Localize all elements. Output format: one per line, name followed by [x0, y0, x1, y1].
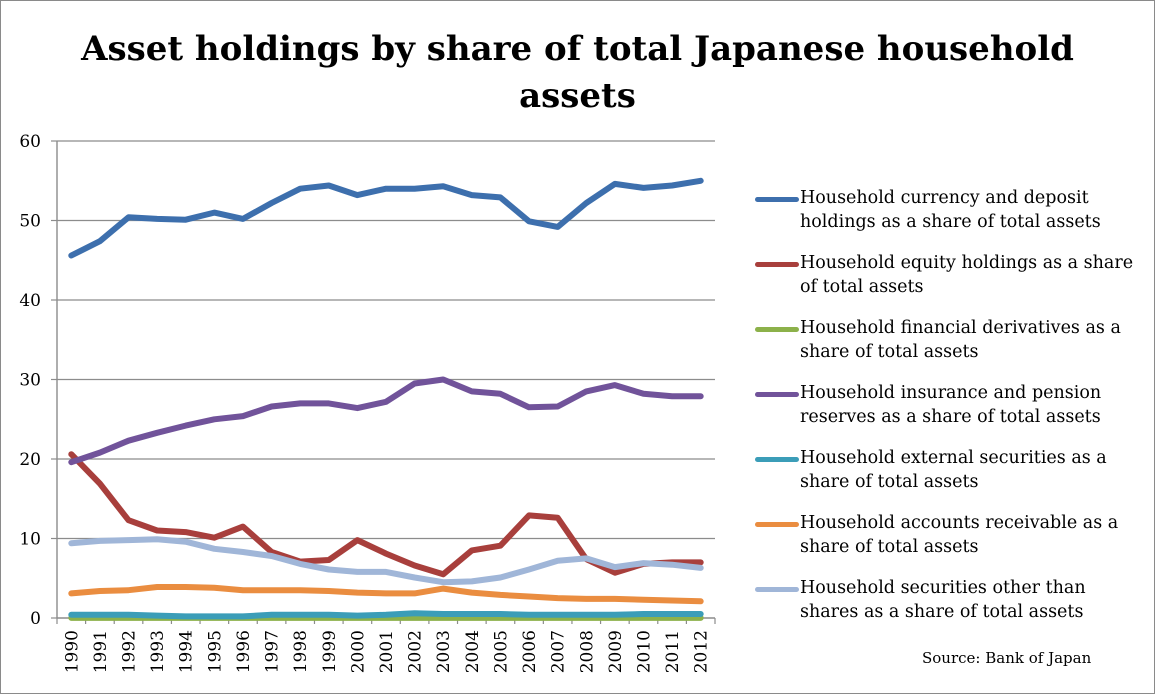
x-tick-label: 1994: [177, 630, 197, 673]
y-tick-label: 60: [19, 132, 41, 152]
x-tick-label: 2003: [434, 630, 454, 673]
legend-item: Household equity holdings as a share of …: [755, 251, 1145, 316]
x-tick-label: 1992: [120, 630, 140, 673]
legend-swatch: [755, 587, 799, 592]
x-tick-label: 2004: [463, 630, 483, 673]
legend-label: Household financial derivatives as a sha…: [800, 318, 1121, 362]
y-tick-label: 50: [19, 212, 41, 232]
legend-item: Household currency and deposit holdings …: [755, 186, 1145, 251]
series-line-7: [68, 536, 704, 586]
legend-swatch: [755, 262, 799, 267]
y-tick-label: 40: [19, 291, 41, 311]
x-tick-label: 2002: [406, 630, 426, 673]
series-line-1: [68, 177, 704, 259]
legend-item: Household insurance and pension reserves…: [755, 381, 1145, 446]
legend-swatch: [755, 392, 799, 397]
x-tick-label: 2012: [692, 630, 712, 673]
x-tick-label: 1997: [263, 630, 283, 673]
legend-item: Household external securities as a share…: [755, 446, 1145, 511]
legend-item: Household accounts receivable as a share…: [755, 511, 1145, 576]
series-line-6: [68, 584, 704, 605]
x-tick-label: 2008: [577, 630, 597, 673]
x-tick-label: 1991: [91, 630, 111, 673]
y-tick-label: 10: [19, 530, 41, 550]
legend-label: Household equity holdings as a share of …: [800, 253, 1134, 297]
x-tick-label: 1993: [148, 630, 168, 673]
x-tick-label: 1996: [234, 630, 254, 673]
x-tick-label: 1995: [205, 630, 225, 673]
legend-label: Household external securities as a share…: [800, 448, 1107, 492]
legend-swatch: [755, 327, 799, 332]
legend-swatch: [755, 522, 799, 527]
legend-label: Household securities other than shares a…: [800, 578, 1086, 622]
source-note: Source: Bank of Japan: [922, 649, 1092, 667]
legend-item: Household securities other than shares a…: [755, 576, 1145, 641]
legend-item: Household financial derivatives as a sha…: [755, 316, 1145, 381]
x-tick-label: 2006: [520, 630, 540, 673]
x-tick-label: 1999: [320, 630, 340, 673]
legend-swatch: [755, 457, 799, 462]
chart-title: Asset holdings by share of total Japanes…: [81, 29, 1074, 116]
x-tick-label: 1998: [291, 630, 311, 673]
y-tick-label: 30: [19, 371, 41, 391]
series-line-5: [68, 610, 704, 620]
x-tick-label: 2007: [549, 630, 569, 673]
legend-swatch: [755, 197, 799, 202]
series-line-2: [68, 451, 704, 578]
x-tick-label: 1990: [62, 630, 82, 673]
x-tick-label: 2001: [377, 630, 397, 673]
legend-label: Household currency and deposit holdings …: [800, 188, 1101, 232]
y-tick-label: 0: [30, 609, 41, 629]
series-line-4: [68, 376, 704, 466]
x-tick-label: 2011: [663, 630, 683, 673]
x-tick-label: 2009: [606, 630, 626, 673]
chart-legend: Household currency and deposit holdings …: [755, 186, 1145, 641]
x-tick-label: 2005: [491, 630, 511, 673]
x-tick-label: 2000: [348, 630, 368, 673]
y-tick-label: 20: [19, 450, 41, 470]
legend-label: Household accounts receivable as a share…: [800, 513, 1119, 557]
x-tick-label: 2010: [634, 630, 654, 673]
legend-label: Household insurance and pension reserves…: [800, 383, 1102, 427]
